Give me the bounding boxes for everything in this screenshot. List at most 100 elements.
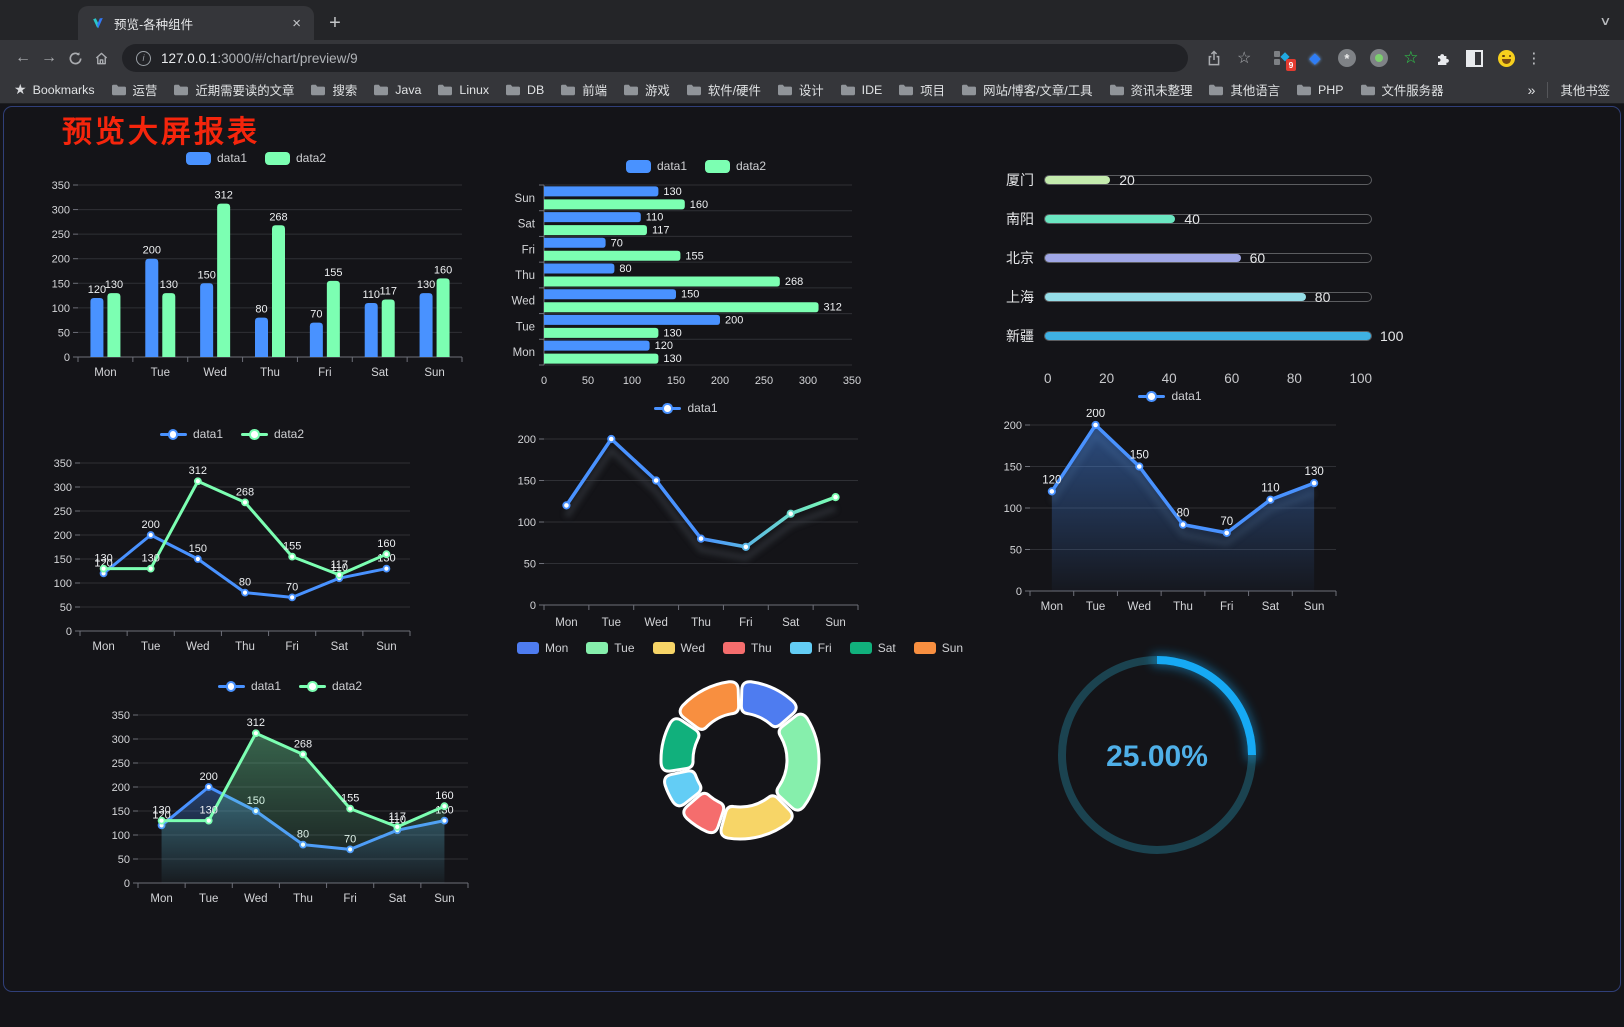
bookmark-item[interactable]: 项目 xyxy=(898,81,945,99)
progress-value: 40 xyxy=(1184,210,1200,227)
bookmark-item[interactable]: IDE xyxy=(840,83,882,97)
bookmark-item[interactable]: 运营 xyxy=(111,81,157,99)
svg-text:160: 160 xyxy=(434,264,452,276)
other-bookmarks-button[interactable]: 其他书签 xyxy=(1560,83,1610,98)
legend-item-Tue[interactable]: Tue xyxy=(586,641,635,655)
legend-item-Wed[interactable]: Wed xyxy=(652,641,705,655)
browser-menu-icon[interactable]: ⋮ xyxy=(1526,50,1542,67)
legend-item-data1[interactable]: data1 xyxy=(654,401,718,415)
bookmark-item[interactable]: 网站/博客/文章/工具 xyxy=(961,81,1093,99)
legend-item-Mon[interactable]: Mon xyxy=(516,641,568,655)
chart-canvas: 0 50 100 150 200 Mon Tue Wed Thu Fri Sat Sun xyxy=(518,434,859,629)
legend-item-data1[interactable]: data1 xyxy=(185,151,247,165)
svg-text:120: 120 xyxy=(655,340,673,352)
bookmark-item[interactable]: 资讯未整理 xyxy=(1109,81,1192,99)
bookmark-item[interactable]: 文件服务器 xyxy=(1360,81,1443,99)
svg-text:155: 155 xyxy=(283,541,301,553)
extension-dark-mode-icon[interactable] xyxy=(1465,49,1484,68)
legend-item-data2[interactable]: data2 xyxy=(241,427,304,441)
legend-swatch xyxy=(654,402,682,414)
home-button[interactable] xyxy=(88,51,114,66)
extension-gem-icon[interactable]: ◆ xyxy=(1309,50,1321,67)
extension-asterisk-icon[interactable]: * xyxy=(1337,49,1356,68)
forward-button[interactable]: → xyxy=(41,49,57,66)
svg-text:Thu: Thu xyxy=(293,893,313,905)
close-window-button[interactable] xyxy=(20,15,33,28)
bookmarks-overflow-button[interactable]: » xyxy=(1527,81,1536,98)
pie-slice-Mon xyxy=(739,680,798,729)
progress-value: 20 xyxy=(1119,171,1135,188)
svg-text:Fri: Fri xyxy=(522,244,535,256)
bookmark-item[interactable]: Java xyxy=(373,83,421,97)
bookmark-item[interactable]: 设计 xyxy=(777,81,824,99)
legend-item-data1[interactable]: data1 xyxy=(217,679,281,693)
extensions-puzzle-icon[interactable] xyxy=(1433,49,1452,68)
svg-text:Tue: Tue xyxy=(1086,601,1105,613)
svg-text:250: 250 xyxy=(54,506,72,518)
bookmark-item[interactable]: 搜索 xyxy=(310,81,357,99)
svg-text:Tue: Tue xyxy=(516,321,535,333)
svg-text:Sat: Sat xyxy=(1262,601,1280,613)
legend-item-data1[interactable]: data1 xyxy=(625,159,687,173)
bookmark-item[interactable]: 其他语言 xyxy=(1208,81,1280,99)
browser-tab[interactable]: 预览-各种组件 × xyxy=(78,6,314,40)
site-info-icon[interactable]: i xyxy=(136,50,151,66)
bookmark-item[interactable]: PHP xyxy=(1296,83,1344,97)
legend-item-data1[interactable]: data1 xyxy=(1138,389,1202,403)
svg-text:200: 200 xyxy=(711,375,729,387)
svg-text:0: 0 xyxy=(64,352,70,364)
back-button[interactable]: ← xyxy=(15,49,31,66)
svg-text:Mon: Mon xyxy=(92,641,114,653)
bookmark-item[interactable]: 近期需要读的文章 xyxy=(173,81,294,99)
tab-search-chevron-icon[interactable]: ∨ xyxy=(1599,14,1612,28)
legend-swatch xyxy=(185,151,211,165)
svg-text:Wed: Wed xyxy=(203,367,226,379)
address-bar[interactable]: i 127.0.0.1 :3000/#/chart/preview/9 xyxy=(122,44,1188,72)
svg-text:50: 50 xyxy=(582,375,594,387)
legend-item-data2[interactable]: data2 xyxy=(265,151,326,165)
legend-item-data1[interactable]: data1 xyxy=(159,427,223,441)
legend-item-Thu[interactable]: Thu xyxy=(723,641,772,655)
reload-button[interactable] xyxy=(62,51,88,66)
share-button[interactable] xyxy=(1206,49,1222,67)
url-path: :3000/#/chart/preview/9 xyxy=(217,50,358,66)
tab-close-icon[interactable]: × xyxy=(292,14,301,32)
svg-text:Tue: Tue xyxy=(602,617,621,629)
bookmark-item[interactable]: 软件/硬件 xyxy=(686,81,761,99)
bookmarks-root[interactable]: ★ Bookmarks xyxy=(14,81,95,97)
svg-text:130: 130 xyxy=(663,327,681,339)
svg-text:268: 268 xyxy=(236,486,254,498)
extension-grid-badge-icon[interactable]: ◆ 9 xyxy=(1273,49,1297,71)
svg-text:Fri: Fri xyxy=(739,617,752,629)
svg-text:155: 155 xyxy=(685,250,703,262)
svg-text:Wed: Wed xyxy=(244,893,267,905)
legend-item-Sat[interactable]: Sat xyxy=(849,641,896,655)
progress-label: 南阳 xyxy=(1006,210,1034,227)
svg-text:0: 0 xyxy=(124,878,130,890)
legend-item-data2[interactable]: data2 xyxy=(705,159,766,173)
svg-text:350: 350 xyxy=(54,458,72,470)
svg-text:150: 150 xyxy=(1130,450,1149,462)
minimize-window-button[interactable] xyxy=(41,15,54,28)
svg-text:Sat: Sat xyxy=(518,219,536,231)
svg-text:Tue: Tue xyxy=(151,367,170,379)
bookmark-item[interactable]: 游戏 xyxy=(623,81,670,99)
legend-item-data2[interactable]: data2 xyxy=(299,679,362,693)
legend-item-Sun[interactable]: Sun xyxy=(913,641,963,655)
svg-text:100: 100 xyxy=(1004,503,1022,515)
extension-green-star-icon[interactable]: ☆ xyxy=(1403,48,1419,67)
bookmark-star-button[interactable]: ☆ xyxy=(1237,50,1252,67)
extension-green-dot-icon[interactable] xyxy=(1369,49,1388,68)
legend-item-Fri[interactable]: Fri xyxy=(789,641,832,655)
svg-text:130: 130 xyxy=(663,353,681,365)
bookmark-item[interactable]: Linux xyxy=(437,83,489,97)
svg-text:Thu: Thu xyxy=(1173,601,1193,613)
progress-row-上海: 上海 80 xyxy=(990,277,1372,316)
svg-text:130: 130 xyxy=(200,805,218,817)
svg-text:160: 160 xyxy=(377,538,395,550)
bookmark-item[interactable]: 前端 xyxy=(560,81,607,99)
maximize-window-button[interactable] xyxy=(62,15,75,28)
new-tab-button[interactable]: + xyxy=(329,12,341,34)
extension-emoji-icon[interactable] xyxy=(1497,49,1516,68)
bookmark-item[interactable]: DB xyxy=(505,83,544,97)
